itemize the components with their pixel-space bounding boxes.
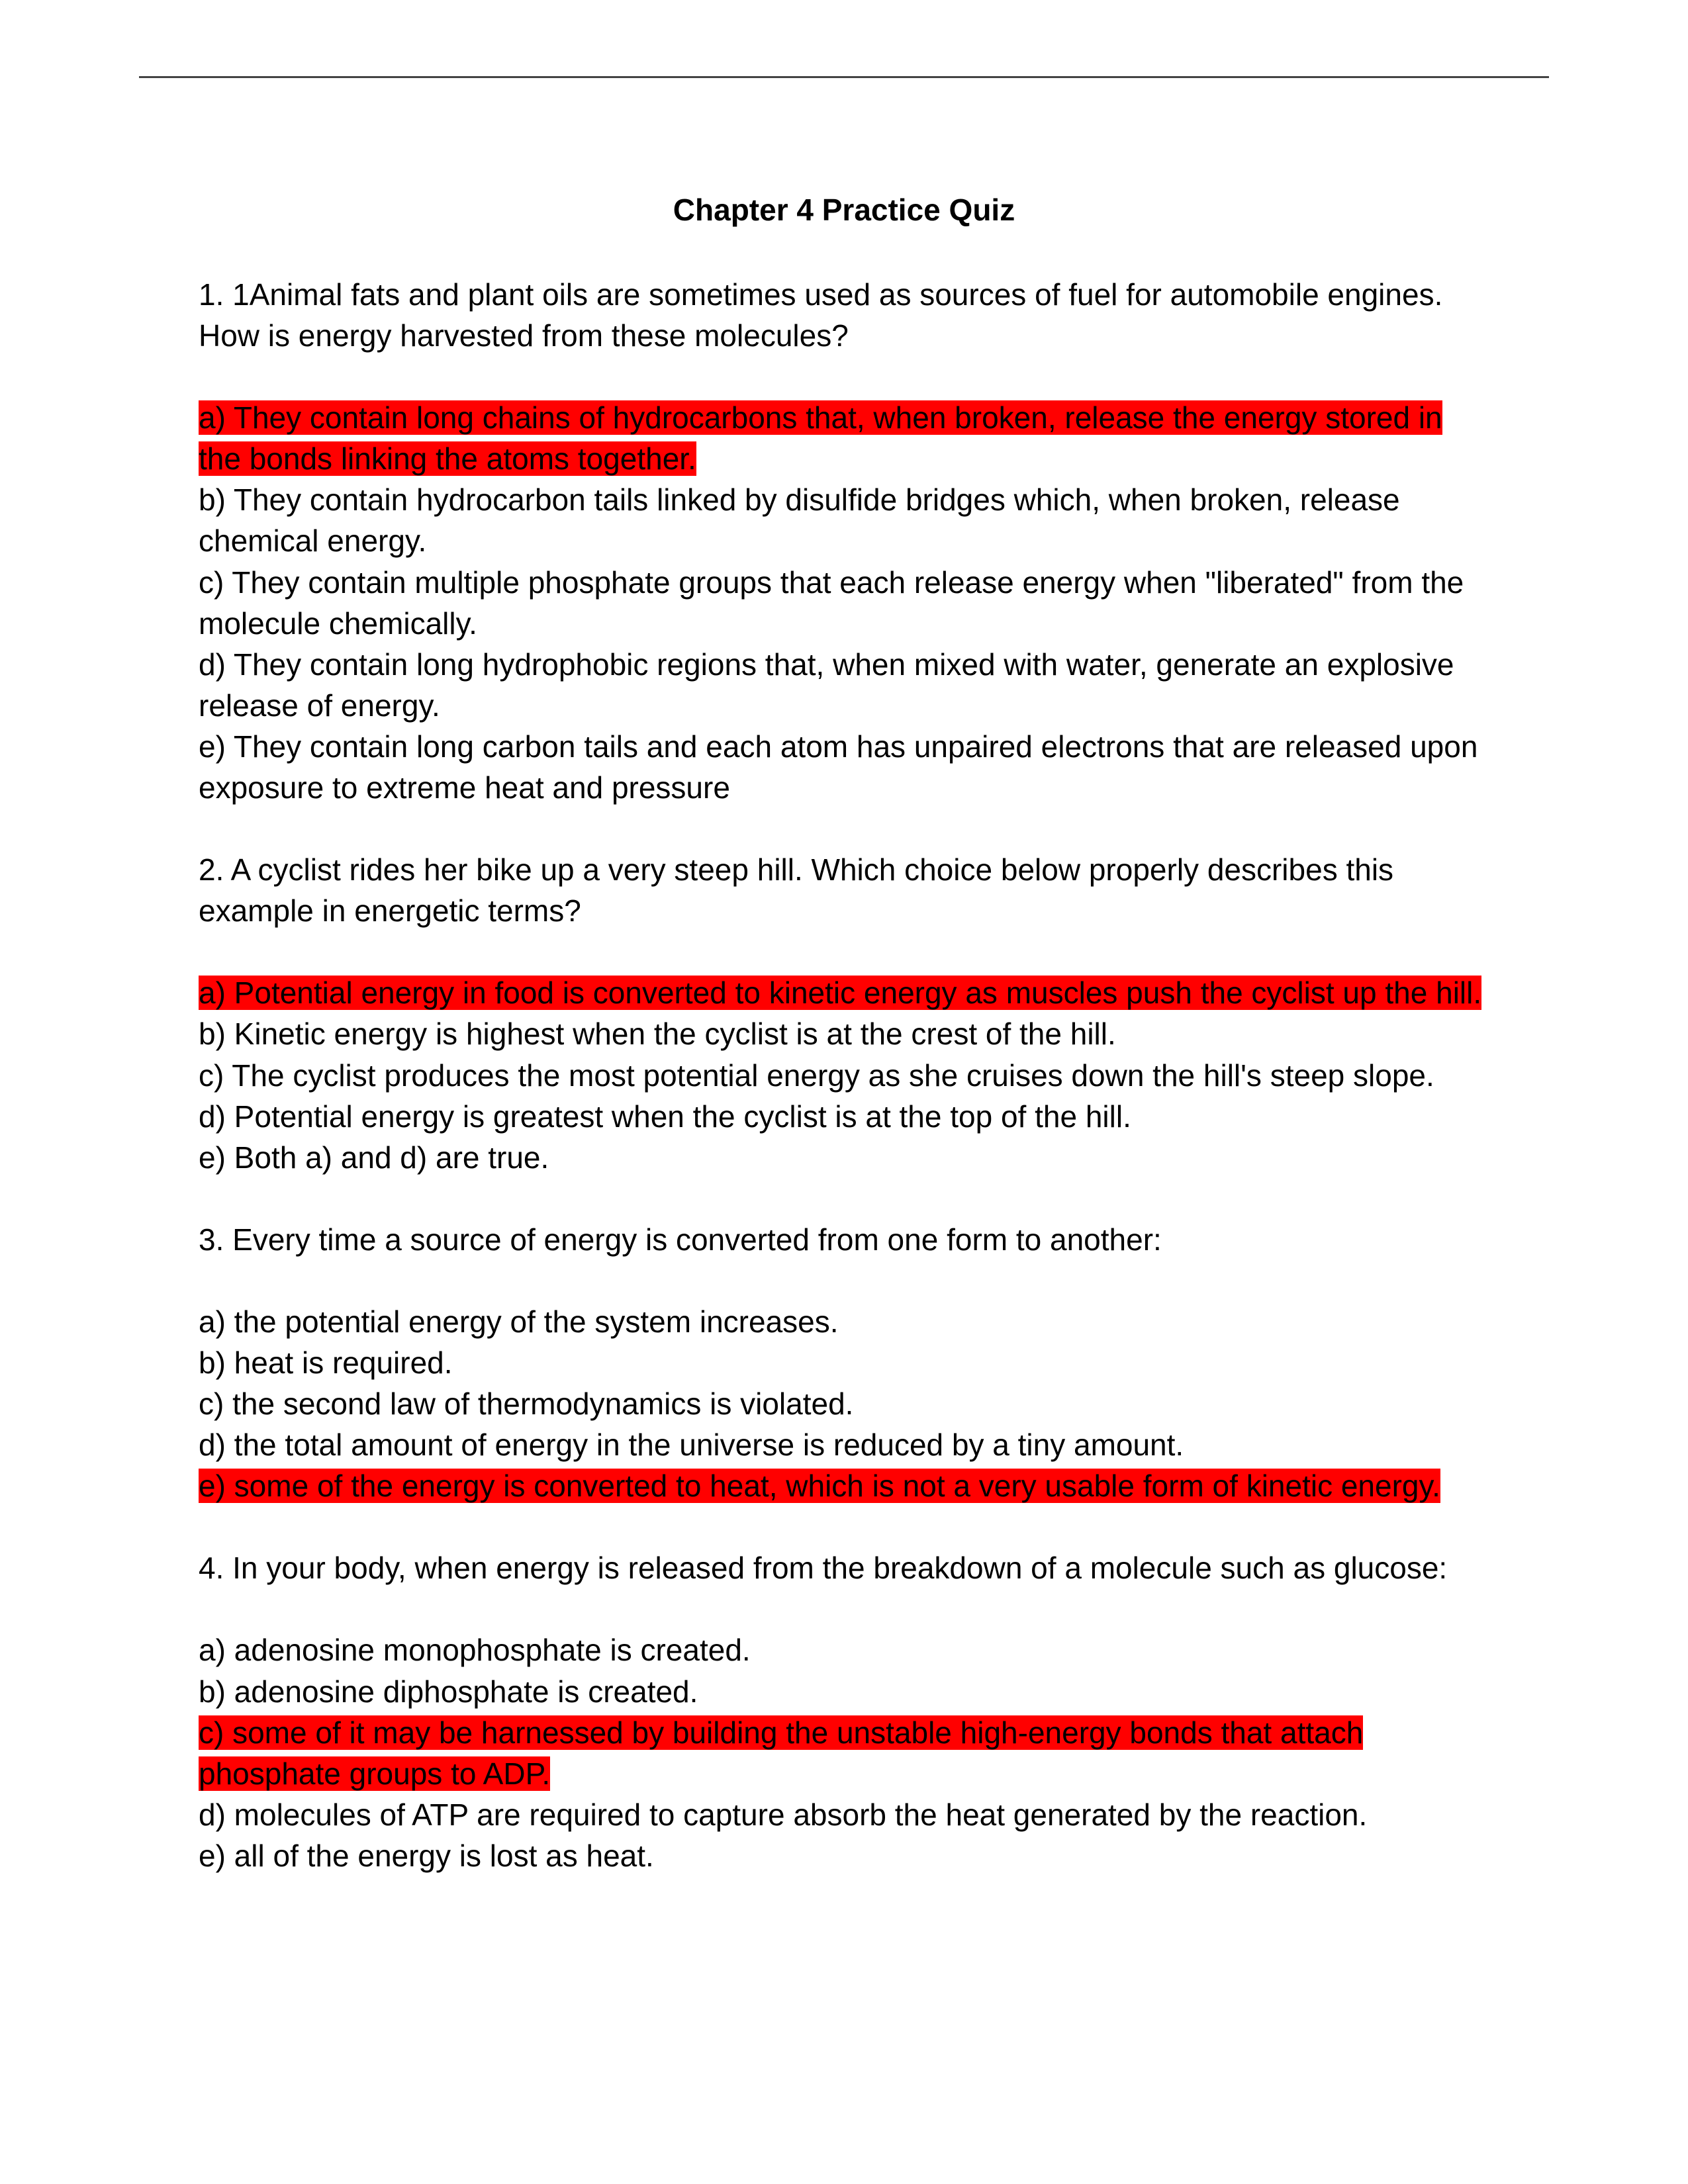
question-1-option-d: d) They contain long hydrophobic regions… <box>199 644 1489 726</box>
question-3-option-a: a) the potential energy of the system in… <box>199 1301 1489 1342</box>
page-title: Chapter 4 Practice Quiz <box>199 192 1489 228</box>
question-4-option-d: d) molecules of ATP are required to capt… <box>199 1794 1489 1835</box>
highlight: e) some of the energy is converted to he… <box>199 1469 1440 1503</box>
question-4-option-e: e) all of the energy is lost as heat. <box>199 1835 1489 1876</box>
question-3: 3. Every time a source of energy is conv… <box>199 1219 1489 1507</box>
question-2-option-d: d) Potential energy is greatest when the… <box>199 1096 1489 1137</box>
question-3-option-e: e) some of the energy is converted to he… <box>199 1465 1489 1506</box>
question-2: 2. A cyclist rides her bike up a very st… <box>199 849 1489 1178</box>
question-4: 4. In your body, when energy is released… <box>199 1547 1489 1876</box>
question-3-option-d: d) the total amount of energy in the uni… <box>199 1424 1489 1465</box>
question-3-option-b: b) heat is required. <box>199 1342 1489 1383</box>
question-2-text: 2. A cyclist rides her bike up a very st… <box>199 849 1489 931</box>
highlight: c) some of it may be harnessed by buildi… <box>199 1715 1363 1791</box>
question-2-option-b: b) Kinetic energy is highest when the cy… <box>199 1013 1489 1054</box>
question-4-text: 4. In your body, when energy is released… <box>199 1547 1489 1588</box>
question-1-text: 1. 1Animal fats and plant oils are somet… <box>199 274 1489 356</box>
page: Chapter 4 Practice Quiz 1. 1Animal fats … <box>0 0 1688 2184</box>
question-1-option-a: a) They contain long chains of hydrocarb… <box>199 397 1489 479</box>
question-1-option-c: c) They contain multiple phosphate group… <box>199 562 1489 644</box>
highlight: a) Potential energy in food is converted… <box>199 976 1481 1010</box>
question-1-option-e: e) They contain long carbon tails and ea… <box>199 726 1489 808</box>
question-4-option-b: b) adenosine diphosphate is created. <box>199 1671 1489 1712</box>
question-3-option-c: c) the second law of thermodynamics is v… <box>199 1383 1489 1424</box>
question-2-option-a: a) Potential energy in food is converted… <box>199 972 1489 1013</box>
highlight: a) They contain long chains of hydrocarb… <box>199 400 1442 476</box>
top-rule <box>139 76 1549 78</box>
question-3-text: 3. Every time a source of energy is conv… <box>199 1219 1489 1260</box>
question-4-option-c: c) some of it may be harnessed by buildi… <box>199 1712 1489 1794</box>
question-1: 1. 1Animal fats and plant oils are somet… <box>199 274 1489 808</box>
question-2-option-e: e) Both a) and d) are true. <box>199 1137 1489 1178</box>
question-1-option-b: b) They contain hydrocarbon tails linked… <box>199 479 1489 561</box>
question-2-option-c: c) The cyclist produces the most potenti… <box>199 1055 1489 1096</box>
question-4-option-a: a) adenosine monophosphate is created. <box>199 1629 1489 1670</box>
quiz-body: 1. 1Animal fats and plant oils are somet… <box>199 274 1489 1876</box>
